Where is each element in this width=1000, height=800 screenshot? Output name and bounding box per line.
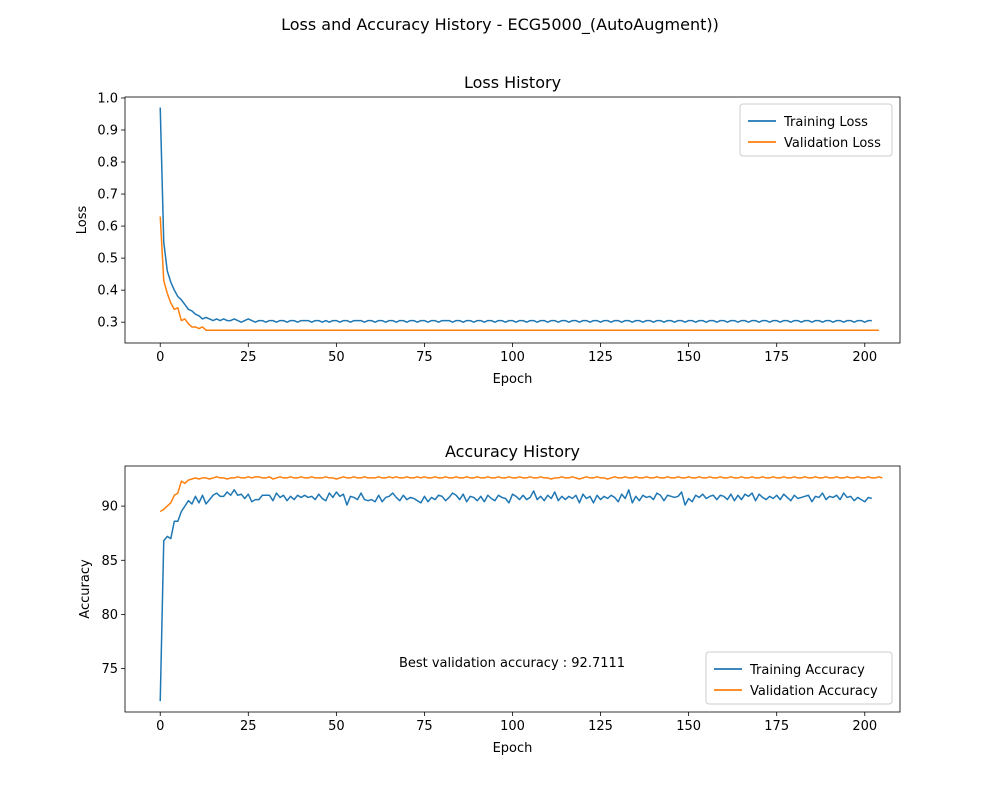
loss-x-axis-label: Epoch — [493, 372, 533, 387]
accuracy-legend-label: Training Accuracy — [749, 663, 865, 678]
loss-legend-label: Training Loss — [783, 115, 868, 130]
accuracy-y-tick-label: 80 — [101, 608, 118, 623]
loss-x-tick-label: 100 — [500, 350, 525, 365]
accuracy-x-tick-label: 150 — [676, 719, 701, 734]
loss-axes-title: Loss History — [464, 73, 561, 92]
loss-legend-label: Validation Loss — [784, 136, 881, 151]
loss-y-axis-label: Loss — [75, 206, 90, 235]
accuracy-history-axes: Accuracy History 0 25 50 75 100 125 150 175 200 75… — [78, 442, 901, 756]
loss-series-validation-line — [159, 216, 879, 331]
loss-x-tick-label: 150 — [676, 350, 701, 365]
loss-y-tick-label: 1.0 — [97, 91, 118, 106]
accuracy-x-tick-label: 200 — [852, 719, 877, 734]
loss-x-tick-label: 200 — [852, 350, 877, 365]
loss-x-tick-label: 125 — [588, 350, 613, 365]
accuracy-x-tick-label: 0 — [156, 719, 164, 734]
accuracy-x-tick-label: 25 — [240, 719, 257, 734]
accuracy-legend: Training Accuracy Validation Accuracy — [705, 651, 893, 705]
loss-x-tick-label: 75 — [416, 350, 433, 365]
accuracy-legend-frame — [705, 651, 893, 705]
loss-y-tick-label: 0.8 — [97, 156, 118, 171]
loss-y-tick-label: 0.3 — [97, 316, 118, 331]
accuracy-x-axis-label: Epoch — [493, 741, 533, 756]
loss-x-tick-label: 175 — [764, 350, 789, 365]
loss-legend-frame — [739, 103, 893, 157]
accuracy-legend-label: Validation Accuracy — [750, 684, 878, 699]
loss-y-tick-label: 0.4 — [97, 284, 118, 299]
loss-x-tick-label: 25 — [240, 350, 257, 365]
accuracy-x-tick-label: 50 — [328, 719, 345, 734]
loss-x-tick-label: 50 — [328, 350, 345, 365]
accuracy-x-tick-label: 75 — [416, 719, 433, 734]
accuracy-y-tick-label: 75 — [101, 662, 118, 677]
loss-legend: Training Loss Validation Loss — [739, 103, 893, 157]
loss-series-training-line — [159, 107, 872, 323]
accuracy-x-tick-label: 100 — [500, 719, 525, 734]
accuracy-y-tick-label: 85 — [101, 554, 118, 569]
loss-x-tick-label: 0 — [156, 350, 164, 365]
loss-history-axes: Loss History 0 25 50 75 100 125 150 175 200 0.3 0.4… — [75, 73, 901, 387]
accuracy-x-tick-label: 175 — [764, 719, 789, 734]
loss-y-tick-label: 0.7 — [97, 188, 118, 203]
loss-y-tick-label: 0.9 — [97, 123, 118, 138]
accuracy-axes-title: Accuracy History — [445, 442, 580, 461]
accuracy-y-axis-label: Accuracy — [78, 559, 93, 619]
accuracy-x-tick-label: 125 — [588, 719, 613, 734]
figure-suptitle: Loss and Accuracy History - ECG5000_(Aut… — [281, 15, 719, 35]
loss-y-tick-label: 0.5 — [97, 252, 118, 267]
accuracy-annotation: Best validation accuracy : 92.7111 — [399, 656, 625, 671]
accuracy-y-tick-label: 90 — [101, 500, 118, 515]
accuracy-series-training-line — [159, 489, 873, 702]
loss-y-tick-label: 0.6 — [97, 220, 118, 235]
accuracy-series-validation-line — [159, 476, 883, 513]
